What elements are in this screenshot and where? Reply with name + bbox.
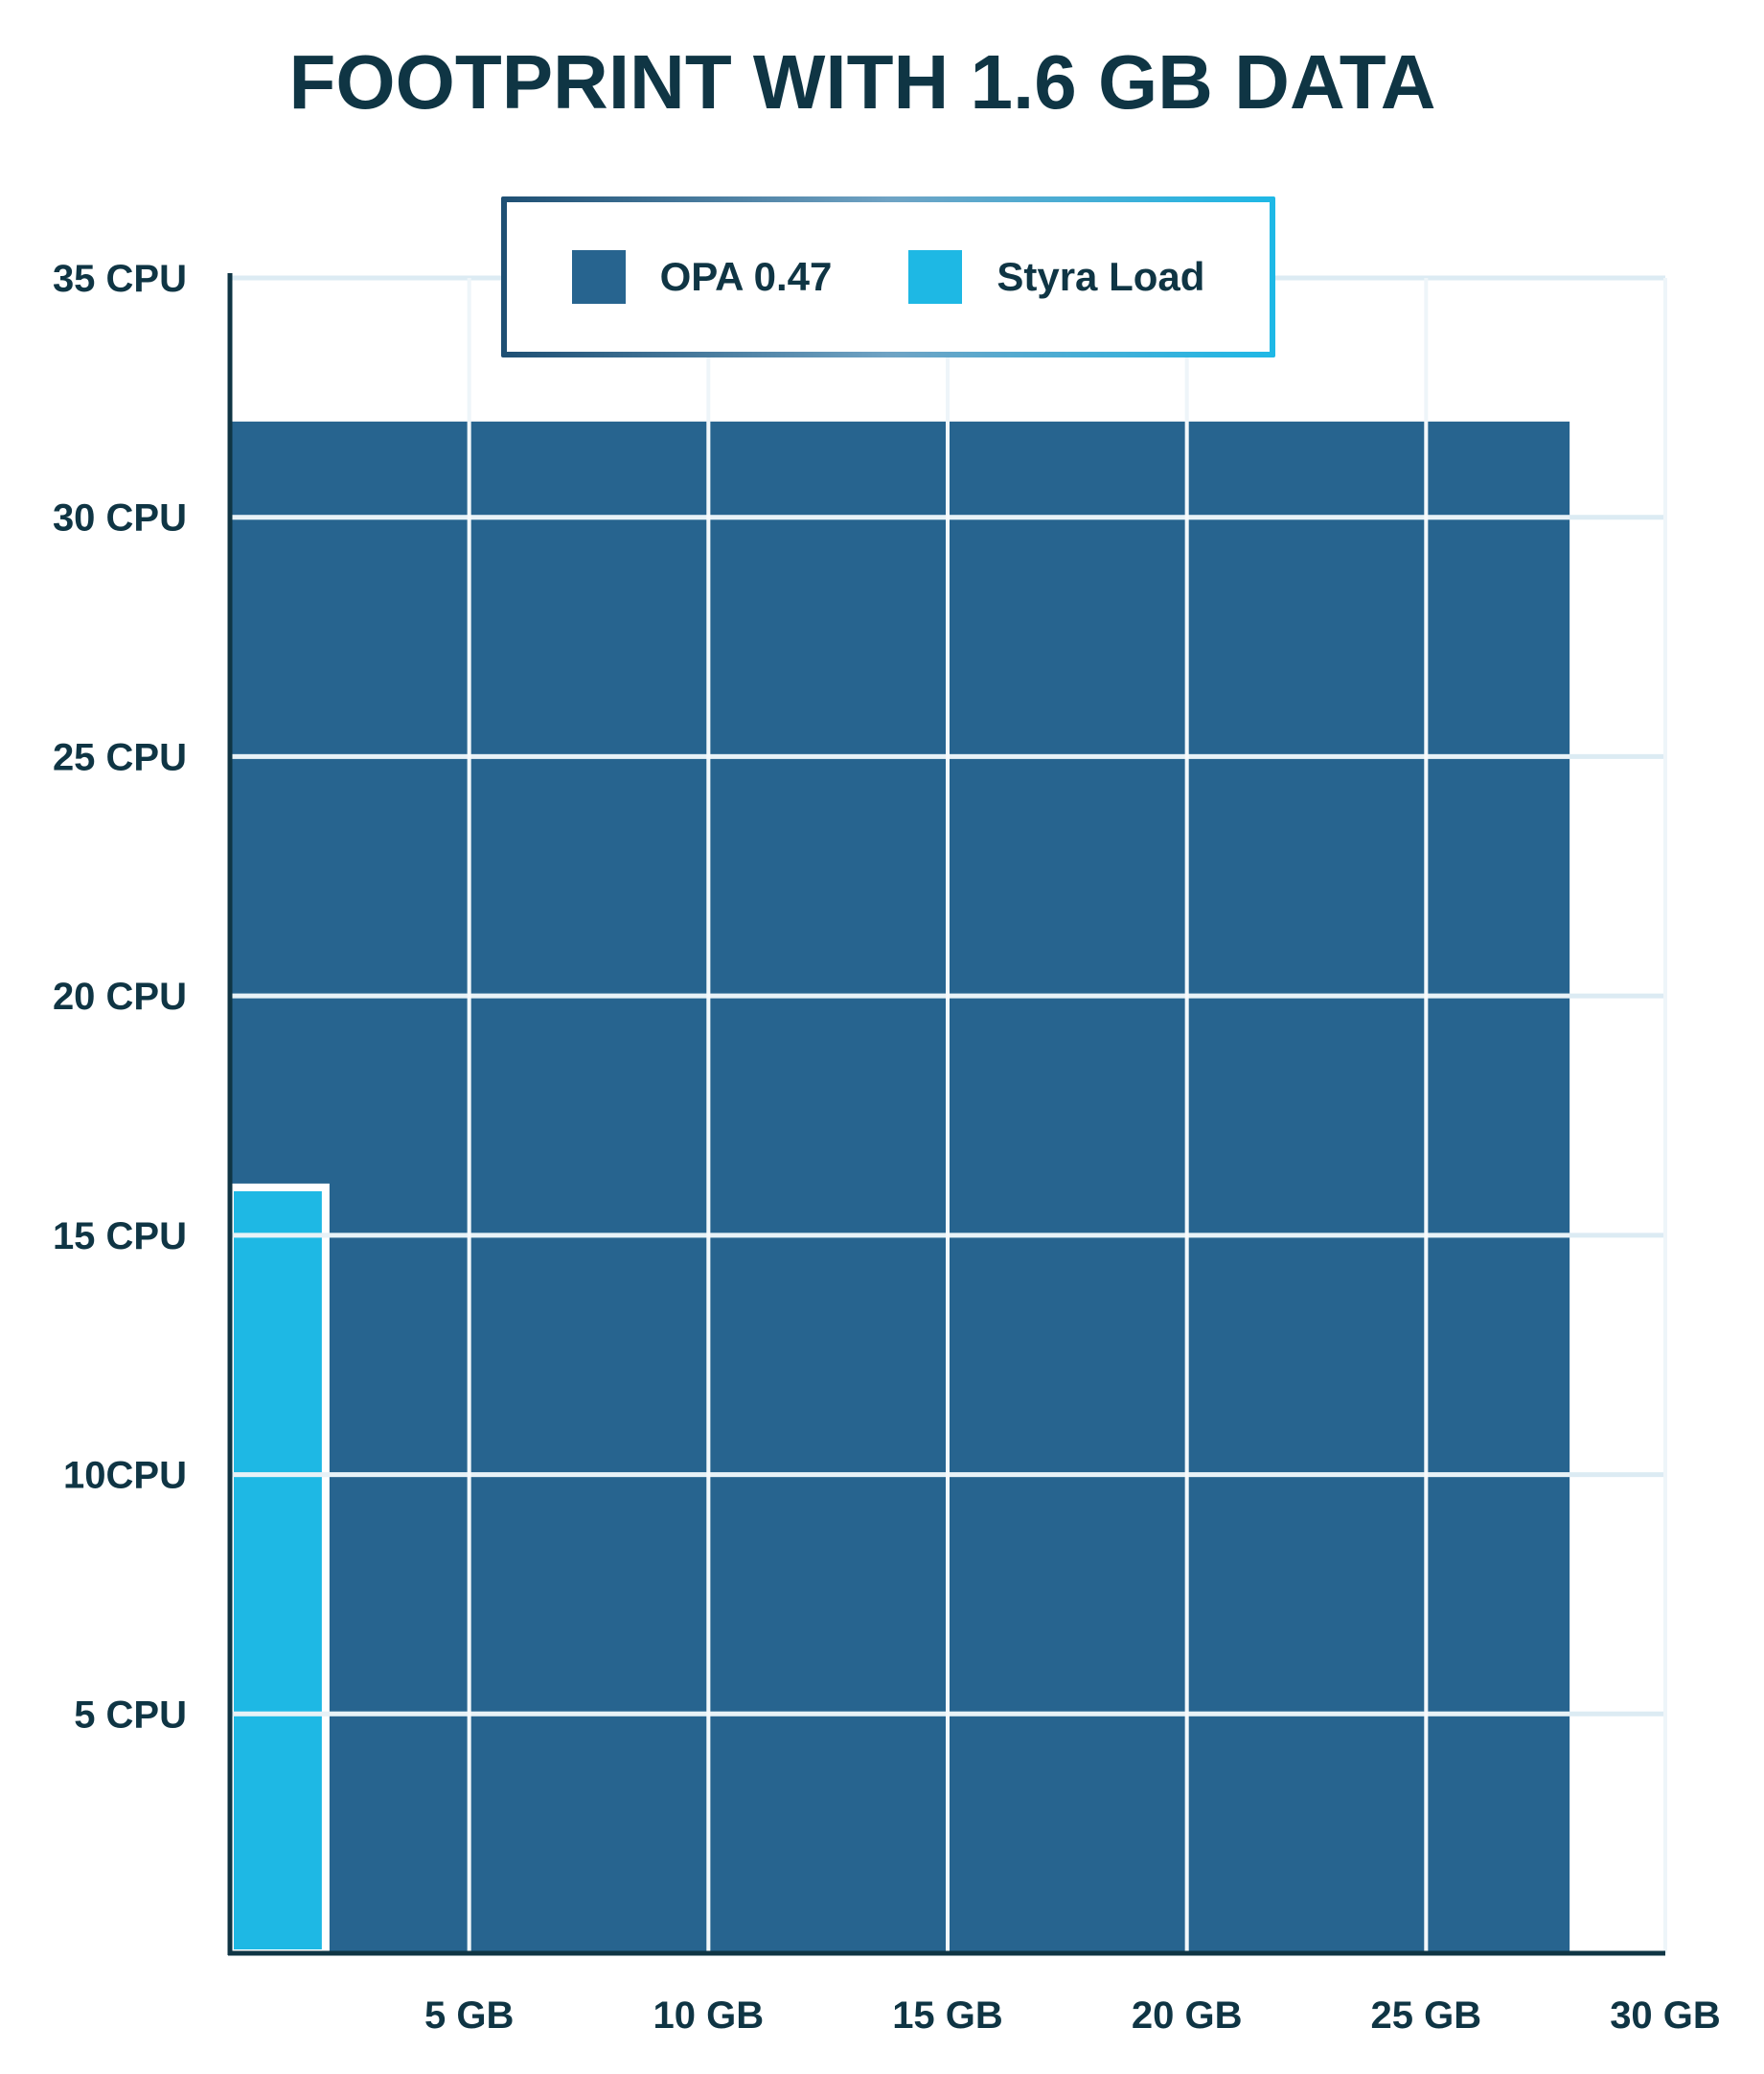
chart-title: FOOTPRINT WITH 1.6 GB DATA [288, 39, 1436, 125]
tick-labels: 5 CPU 10CPU 15 CPU 20 CPU 25 CPU 30 CPU 35 CPU… [53, 258, 1721, 2037]
y-tick-label: 25 CPU [53, 736, 187, 778]
legend-swatch-opa [571, 250, 626, 304]
y-tick-label: 35 CPU [53, 258, 187, 300]
legend-item-styra: Styra Load [908, 250, 1204, 304]
bars-layer [226, 421, 1570, 1957]
legend: OPA 0.47 Styra Load [501, 196, 1275, 357]
legend-label-styra: Styra Load [997, 254, 1205, 299]
x-tick-label: 20 GB [1132, 1994, 1243, 2037]
legend-swatch-styra [908, 250, 963, 304]
x-tick-label: 25 GB [1371, 1994, 1482, 2037]
legend-label-opa: OPA 0.47 [659, 254, 833, 299]
y-tick-label: 20 CPU [53, 976, 187, 1018]
gridlines [230, 275, 1667, 1953]
bar-styra-load [226, 1183, 330, 1957]
y-tick-label: 30 CPU [53, 497, 187, 540]
y-tick-label: 5 CPU [74, 1694, 187, 1736]
y-tick-label: 15 CPU [53, 1215, 187, 1257]
x-tick-label: 5 GB [424, 1994, 514, 2037]
x-tick-label: 10 GB [653, 1994, 765, 2037]
y-tick-label: 10CPU [63, 1455, 187, 1497]
x-tick-label: 15 GB [892, 1994, 1003, 2037]
x-tick-label: 30 GB [1610, 1994, 1721, 2037]
legend-item-opa: OPA 0.47 [571, 250, 833, 304]
axes [227, 273, 1665, 1956]
bar-opa [230, 421, 1570, 1953]
